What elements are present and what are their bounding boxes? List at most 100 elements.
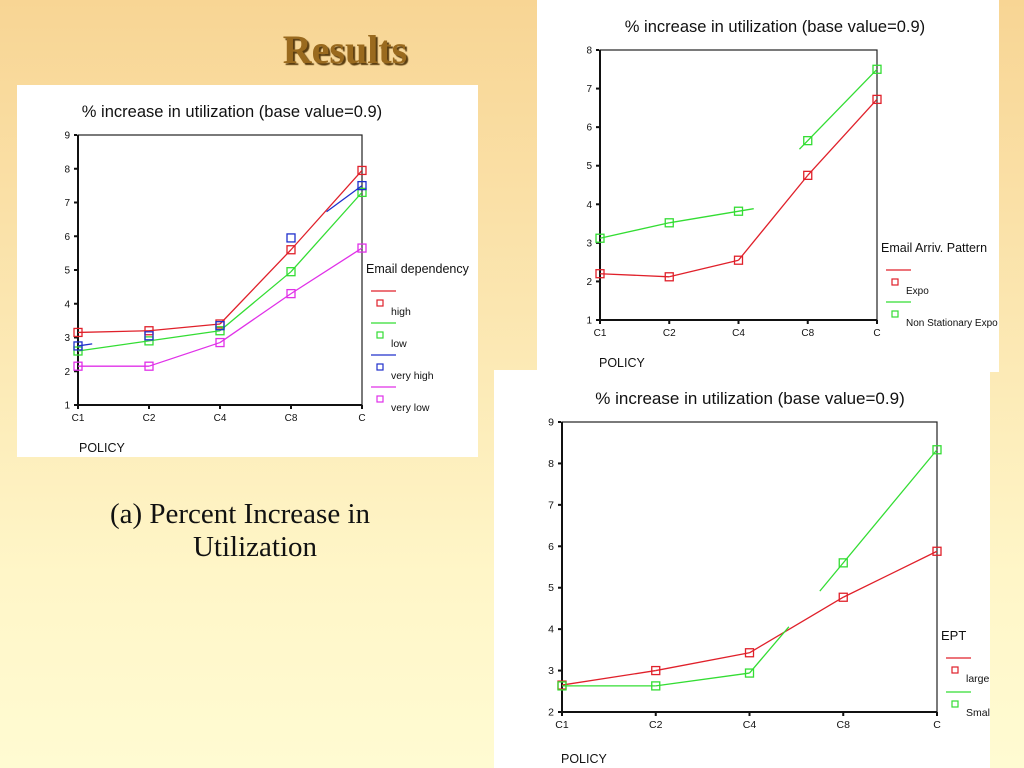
y-tick-mark (74, 269, 77, 271)
data-point-high (357, 165, 367, 176)
x-axis-label: POLICY (79, 441, 126, 455)
series-line-very-low (219, 293, 292, 344)
y-tick-mark (596, 164, 599, 167)
legend-item-label: low (391, 338, 407, 350)
legend-marker-swatch (951, 666, 959, 674)
chart-title: % increase in utilization (base value=0.… (82, 103, 382, 121)
data-point-large (744, 648, 755, 658)
series-line-high (148, 323, 221, 332)
y-tick-mark (596, 49, 599, 51)
legend-item-label: very high (391, 370, 434, 382)
y-tick-mark (74, 404, 77, 406)
series-line-non-stationary-expo (599, 222, 670, 239)
chart-3-svg: % increase in utilization (base value=0.… (548, 389, 990, 766)
data-point-very-high (215, 321, 225, 331)
x-tick-mark (77, 405, 79, 409)
y-tick-label: 1 (64, 401, 70, 412)
data-point-low (144, 336, 154, 346)
series-line-small (655, 672, 750, 687)
figure-caption: (a) Percent Increase in Utilization (60, 498, 420, 564)
data-point-very-high (73, 341, 83, 351)
x-tick-mark (361, 405, 363, 409)
x-tick-mark (148, 405, 150, 409)
data-point-very-low (357, 243, 367, 253)
data-point-low (73, 346, 83, 356)
series-line-high (290, 170, 363, 251)
legend-marker-swatch (951, 700, 959, 708)
y-tick-mark (558, 545, 561, 548)
x-tick-label: C4 (743, 719, 757, 731)
data-point-small (651, 681, 661, 691)
legend-item-label: high (391, 306, 411, 318)
y-tick-label: 4 (64, 299, 70, 310)
y-tick-label: 7 (64, 198, 70, 209)
y-tick-mark (558, 628, 561, 631)
y-tick-label: 1 (586, 316, 592, 327)
y-tick-label: 8 (64, 164, 70, 175)
legend-title: Email Arriv. Pattern (881, 241, 987, 255)
series-line-small (819, 449, 938, 592)
caption-line-1: (a) Percent Increase in (109, 498, 371, 530)
data-point-expo (595, 269, 605, 279)
series-line-small (749, 626, 790, 674)
y-tick-label: 8 (586, 46, 592, 57)
legend-marker-swatch (891, 278, 899, 286)
data-point-high (286, 245, 296, 255)
y-tick-label: 2 (586, 277, 592, 288)
y-tick-label: 7 (548, 499, 554, 511)
data-point-low (357, 187, 367, 198)
series-line-large (842, 550, 938, 598)
data-point-small (932, 445, 942, 455)
y-tick-label: 5 (548, 582, 554, 594)
y-tick-label: 5 (64, 266, 70, 277)
y-tick-label: 9 (548, 417, 554, 429)
data-point-small (744, 668, 755, 678)
data-point-small (557, 681, 567, 691)
x-tick-label: C (933, 719, 941, 731)
series-line-low (219, 271, 292, 332)
y-tick-mark (74, 370, 77, 373)
data-point-expo (803, 170, 813, 181)
y-tick-mark (558, 503, 561, 506)
series-line-expo (599, 273, 670, 278)
x-tick-label: C4 (214, 413, 227, 424)
y-tick-label: 3 (548, 665, 554, 677)
plot-frame (599, 49, 878, 321)
legend-item-label: Small (966, 707, 990, 719)
legend-item-label: Non Stationary Expo (906, 318, 998, 329)
series-line-low (148, 330, 221, 342)
x-tick-mark (668, 320, 671, 324)
legend-marker-swatch (376, 363, 384, 371)
data-point-high (144, 326, 154, 336)
y-tick-mark (74, 134, 77, 136)
x-axis-label: POLICY (599, 356, 646, 370)
y-tick-label: 4 (548, 624, 554, 636)
data-point-low (286, 267, 296, 277)
x-tick-label: C2 (143, 413, 156, 424)
data-point-non-stationary-expo (595, 233, 605, 243)
y-tick-mark (596, 126, 599, 129)
series-line-high (77, 330, 150, 334)
data-point-very-low (215, 337, 225, 348)
data-point-large (651, 665, 661, 676)
y-tick-mark (74, 302, 77, 305)
series-line-expo (807, 98, 878, 176)
series-line-non-stationary-expo (798, 68, 878, 150)
y-tick-mark (558, 669, 561, 672)
y-tick-label: 4 (586, 200, 592, 211)
series-line-low (290, 191, 363, 273)
y-tick-mark (558, 711, 561, 713)
chart-panel-email-dependency: % increase in utilization (base value=0.… (17, 85, 478, 457)
data-point-non-stationary-expo (664, 218, 674, 228)
series-line-expo (737, 174, 809, 261)
series-line-very-low (290, 247, 363, 295)
data-point-expo (733, 255, 744, 265)
y-tick-mark (558, 421, 561, 423)
y-tick-mark (74, 201, 77, 204)
x-tick-mark (806, 320, 809, 324)
y-tick-mark (558, 586, 561, 589)
y-tick-label: 6 (586, 123, 592, 134)
legend-marker-swatch (891, 310, 899, 318)
y-tick-mark (596, 280, 599, 283)
series-line-large (655, 652, 750, 672)
